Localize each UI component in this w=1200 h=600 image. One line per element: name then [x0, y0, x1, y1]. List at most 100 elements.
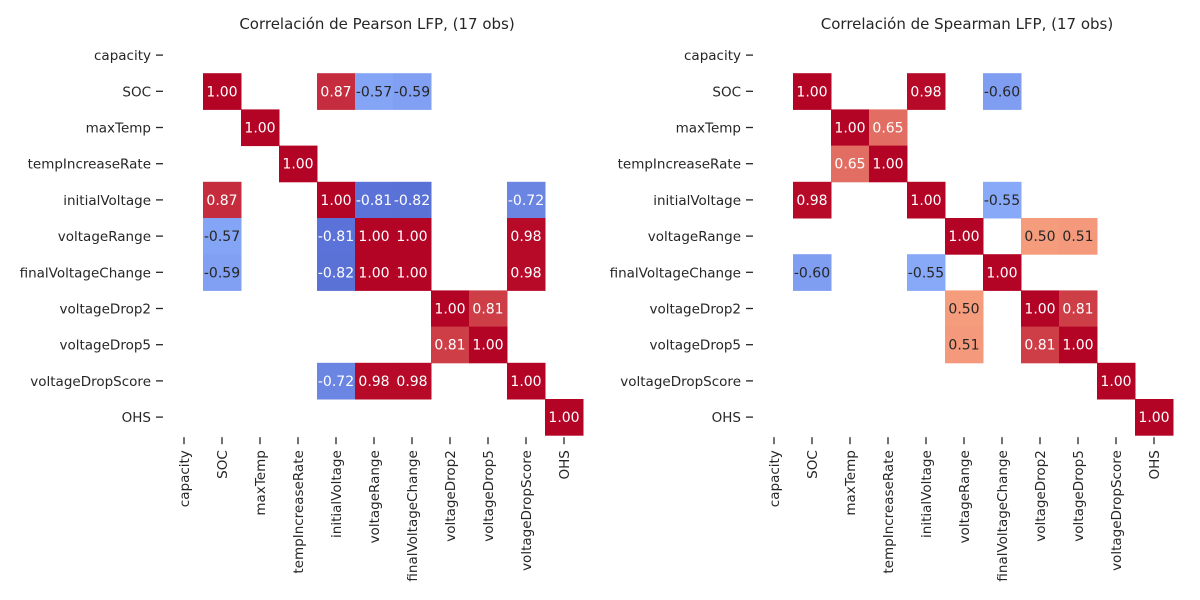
spearman-y-tick-label-voltage-drop-score: voltageDropScore [620, 374, 741, 390]
spearman-y-tick-label-voltage-drop2: voltageDrop2 [649, 302, 741, 318]
pearson-cell-label-initial-voltage-voltage-drop-score: -0.72 [508, 193, 544, 209]
pearson-y-tick-label-voltage-drop2: voltageDrop2 [59, 302, 151, 318]
spearman-cell-final-voltage-change-soc [793, 254, 832, 291]
spearman-cell-label-final-voltage-change-initial-voltage: -0.55 [908, 265, 944, 281]
pearson-cell-label-soc-initial-voltage: 0.87 [320, 84, 351, 100]
pearson-cell-voltage-drop2-voltage-drop2 [431, 290, 470, 328]
pearson-cell-voltage-range-voltage-range [355, 218, 394, 255]
spearman-cell-label-max-temp-max-temp: 1.00 [834, 121, 865, 137]
spearman-y-tick-label-max-temp: maxTemp [676, 121, 741, 137]
pearson-x-tick-label-voltage-drop2: voltageDrop2 [443, 450, 459, 542]
spearman-cell-initial-voltage-final-voltage-change [983, 181, 1022, 219]
spearman-cell-label-temp-increase-rate-max-temp: 0.65 [834, 157, 865, 173]
pearson-cell-label-soc-voltage-range: -0.57 [356, 84, 392, 100]
spearman-cell-label-ohs-ohs: 1.00 [1138, 410, 1169, 426]
pearson-cell-initial-voltage-voltage-range [355, 181, 394, 219]
pearson-cell-final-voltage-change-soc [203, 254, 242, 291]
spearman-cell-max-temp-temp-increase-rate [869, 109, 908, 147]
spearman-cell-label-voltage-drop5-voltage-drop2: 0.81 [1024, 338, 1055, 354]
pearson-cell-voltage-range-voltage-drop-score [507, 218, 546, 255]
pearson-cell-final-voltage-change-voltage-drop-score [507, 254, 546, 291]
pearson-x-tick-label-initial-voltage: initialVoltage [329, 450, 345, 538]
spearman-cell-voltage-drop2-voltage-drop2 [1021, 290, 1060, 328]
spearman-cell-label-soc-soc: 1.00 [796, 84, 827, 100]
spearman-cell-max-temp-max-temp [831, 109, 870, 147]
spearman-cell-label-final-voltage-change-soc: -0.60 [794, 265, 830, 281]
pearson-cell-label-final-voltage-change-soc: -0.59 [204, 265, 240, 281]
spearman-cell-initial-voltage-initial-voltage [907, 181, 946, 219]
spearman-cell-label-soc-initial-voltage: 0.98 [910, 84, 941, 100]
spearman-cell-final-voltage-change-initial-voltage [907, 254, 946, 291]
spearman-cell-voltage-range-voltage-drop2 [1021, 218, 1060, 255]
pearson-y-tick-label-voltage-range: voltageRange [58, 229, 151, 245]
pearson-x-tick-label-max-temp: maxTemp [253, 450, 269, 515]
pearson-cell-initial-voltage-final-voltage-change [393, 181, 432, 219]
spearman-cell-label-voltage-drop2-voltage-drop5: 0.81 [1062, 302, 1093, 318]
pearson-cell-label-voltage-range-voltage-drop-score: 0.98 [510, 229, 541, 245]
spearman-x-tick-label-temp-increase-rate: tempIncreaseRate [881, 450, 897, 573]
pearson-cell-label-voltage-drop-score-voltage-drop-score: 1.00 [510, 374, 541, 390]
pearson-cell-soc-soc [203, 73, 242, 110]
pearson-cell-label-voltage-range-soc: -0.57 [204, 229, 240, 245]
spearman-x-tick-label-initial-voltage: initialVoltage [919, 450, 935, 538]
spearman-cell-temp-increase-rate-max-temp [831, 145, 870, 183]
spearman-cell-label-temp-increase-rate-temp-increase-rate: 1.00 [872, 157, 903, 173]
pearson-cell-voltage-range-soc [203, 218, 242, 255]
pearson-cell-final-voltage-change-initial-voltage [317, 254, 356, 291]
spearman-cell-label-voltage-drop2-voltage-drop2: 1.00 [1024, 302, 1055, 318]
spearman-y-tick-label-temp-increase-rate: tempIncreaseRate [618, 157, 741, 173]
spearman-x-tick-label-capacity: capacity [767, 450, 783, 507]
spearman-x-tick-label-soc: SOC [805, 450, 821, 479]
pearson-cell-label-voltage-drop-score-initial-voltage: -0.72 [318, 374, 354, 390]
pearson-cell-label-voltage-range-voltage-range: 1.00 [358, 229, 389, 245]
pearson-x-tick-label-voltage-drop-score: voltageDropScore [519, 450, 535, 571]
pearson-y-tick-label-voltage-drop-score: voltageDropScore [30, 374, 151, 390]
spearman-cell-voltage-drop5-voltage-range [945, 326, 984, 364]
pearson-cell-voltage-drop5-voltage-drop2 [431, 326, 470, 364]
pearson-cell-label-voltage-range-final-voltage-change: 1.00 [396, 229, 427, 245]
spearman-cell-label-final-voltage-change-final-voltage-change: 1.00 [986, 265, 1017, 281]
pearson-x-tick-label-temp-increase-rate: tempIncreaseRate [291, 450, 307, 573]
pearson-y-tick-label-initial-voltage: initialVoltage [63, 193, 151, 209]
spearman-y-tick-label-ohs: OHS [712, 410, 741, 426]
spearman-cell-label-voltage-drop2-voltage-range: 0.50 [948, 302, 979, 318]
spearman-cell-voltage-drop5-voltage-drop2 [1021, 326, 1060, 364]
pearson-cell-initial-voltage-initial-voltage [317, 181, 356, 219]
spearman-y-tick-label-voltage-range: voltageRange [648, 229, 741, 245]
spearman-cell-label-initial-voltage-initial-voltage: 1.00 [910, 193, 941, 209]
pearson-cell-voltage-range-final-voltage-change [393, 218, 432, 255]
spearman-y-tick-label-final-voltage-change: finalVoltageChange [610, 265, 741, 281]
pearson-x-tick-label-voltage-range: voltageRange [367, 450, 383, 543]
spearman-cell-voltage-drop5-voltage-drop5 [1059, 326, 1098, 364]
pearson-cell-ohs-ohs [545, 399, 584, 436]
pearson-cell-final-voltage-change-voltage-range [355, 254, 394, 291]
spearman-x-tick-label-voltage-drop-score: voltageDropScore [1109, 450, 1125, 571]
spearman-cell-label-voltage-drop5-voltage-drop5: 1.00 [1062, 338, 1093, 354]
pearson-cell-label-final-voltage-change-voltage-drop-score: 0.98 [510, 265, 541, 281]
spearman-cell-initial-voltage-soc [793, 181, 832, 219]
pearson-cell-label-initial-voltage-initial-voltage: 1.00 [320, 193, 351, 209]
pearson-x-tick-label-voltage-drop5: voltageDrop5 [481, 450, 497, 542]
pearson-cell-voltage-drop5-voltage-drop5 [469, 326, 508, 364]
spearman-x-tick-label-voltage-range: voltageRange [957, 450, 973, 543]
pearson-cell-voltage-drop-score-voltage-range [355, 362, 394, 400]
spearman-cell-voltage-range-voltage-drop5 [1059, 218, 1098, 255]
pearson-cell-label-voltage-drop2-voltage-drop5: 0.81 [472, 302, 503, 318]
spearman-cell-label-voltage-range-voltage-drop5: 0.51 [1062, 229, 1093, 245]
pearson-y-tick-label-temp-increase-rate: tempIncreaseRate [28, 157, 151, 173]
pearson-cell-initial-voltage-soc [203, 181, 242, 219]
pearson-y-tick-label-capacity: capacity [94, 48, 151, 64]
pearson-cell-label-voltage-drop5-voltage-drop5: 1.00 [472, 338, 503, 354]
pearson-cell-temp-increase-rate-temp-increase-rate [279, 145, 318, 183]
spearman-cell-label-initial-voltage-final-voltage-change: -0.55 [984, 193, 1020, 209]
pearson-y-tick-label-soc: SOC [122, 84, 151, 100]
spearman-cell-soc-final-voltage-change [983, 73, 1022, 110]
spearman-x-tick-label-max-temp: maxTemp [843, 450, 859, 515]
pearson-cell-label-initial-voltage-voltage-range: -0.81 [356, 193, 392, 209]
pearson-cell-soc-voltage-range [355, 73, 394, 110]
pearson-cell-final-voltage-change-final-voltage-change [393, 254, 432, 291]
pearson-cell-label-final-voltage-change-initial-voltage: -0.82 [318, 265, 354, 281]
pearson-cell-label-soc-soc: 1.00 [206, 84, 237, 100]
spearman-y-tick-label-voltage-drop5: voltageDrop5 [649, 338, 741, 354]
pearson-cell-max-temp-max-temp [241, 109, 280, 147]
